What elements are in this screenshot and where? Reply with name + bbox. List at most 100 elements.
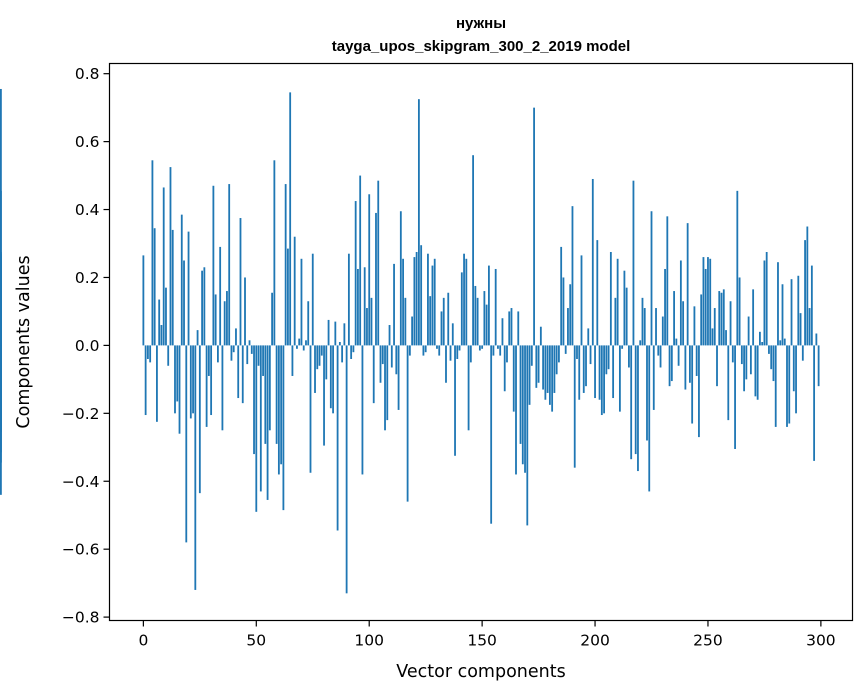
bar-177 bbox=[542, 345, 545, 390]
bar-164 bbox=[512, 345, 515, 412]
bar-128 bbox=[431, 265, 434, 346]
bar-70 bbox=[300, 258, 303, 346]
bar-140 bbox=[458, 345, 461, 351]
bar-253 bbox=[713, 308, 716, 346]
chart-title-line-2: tayga_upos_skipgram_300_2_2019 model bbox=[332, 38, 631, 55]
bar-174 bbox=[535, 345, 538, 388]
bar-80 bbox=[323, 345, 325, 446]
bar-206 bbox=[607, 345, 610, 370]
y-tick-label: 0.4 bbox=[75, 201, 100, 219]
bar-71 bbox=[302, 345, 305, 351]
bar-251 bbox=[709, 258, 712, 346]
bar-8 bbox=[160, 325, 163, 346]
bar-289 bbox=[795, 345, 797, 414]
bar-260 bbox=[729, 301, 732, 346]
bar-38 bbox=[228, 184, 231, 346]
bar-22 bbox=[192, 345, 194, 414]
bar-295 bbox=[808, 308, 811, 346]
bar-161 bbox=[506, 345, 508, 363]
bar-76 bbox=[314, 345, 316, 393]
bar-93 bbox=[352, 345, 355, 353]
bar-36 bbox=[223, 301, 226, 346]
bar-228 bbox=[657, 345, 660, 356]
bar-142 bbox=[463, 253, 465, 346]
bar-189 bbox=[569, 284, 572, 346]
bar-209 bbox=[614, 297, 617, 346]
bar-53 bbox=[262, 345, 264, 376]
bar-293 bbox=[804, 240, 806, 346]
bar-113 bbox=[397, 345, 400, 410]
bar-163 bbox=[510, 308, 513, 346]
bar-242 bbox=[688, 345, 691, 383]
x-axis-ticks: 0 50 100 150 200 250 300 bbox=[138, 620, 836, 650]
bar-210 bbox=[616, 258, 619, 346]
bar-111 bbox=[393, 263, 395, 346]
bar-274 bbox=[761, 342, 764, 346]
bar-7 bbox=[158, 299, 161, 346]
bar-270 bbox=[752, 289, 755, 346]
bar-193 bbox=[578, 345, 581, 400]
bar-114 bbox=[399, 211, 402, 346]
bar-245 bbox=[695, 345, 698, 376]
bar-62 bbox=[282, 345, 285, 511]
bar-255 bbox=[718, 291, 721, 346]
bar-21 bbox=[189, 345, 192, 419]
bar-203 bbox=[600, 345, 603, 416]
bar-148 bbox=[476, 297, 479, 346]
bar-131 bbox=[438, 345, 441, 356]
y-tick-label: 0.6 bbox=[75, 133, 100, 151]
bar-240 bbox=[684, 345, 687, 390]
bar-284 bbox=[783, 338, 786, 346]
bar-296 bbox=[810, 265, 813, 346]
bar-55 bbox=[266, 345, 269, 500]
bar-15 bbox=[176, 345, 179, 402]
bar-84 bbox=[332, 345, 334, 414]
bar-179 bbox=[546, 345, 549, 393]
bar-12 bbox=[169, 167, 172, 346]
bar-47 bbox=[248, 340, 251, 346]
bar-178 bbox=[544, 345, 547, 400]
bar-272 bbox=[756, 345, 759, 400]
bar-74 bbox=[309, 345, 312, 473]
bar-37 bbox=[226, 291, 228, 346]
y-tick-label: −0.4 bbox=[62, 473, 100, 491]
bar-297 bbox=[813, 345, 816, 461]
bar-172 bbox=[530, 345, 533, 366]
bar-136 bbox=[449, 345, 452, 361]
bar-65 bbox=[289, 92, 292, 346]
bar-118 bbox=[408, 345, 411, 356]
bar-147 bbox=[474, 285, 477, 346]
bar-194 bbox=[580, 255, 583, 346]
bar-23 bbox=[194, 345, 197, 590]
bar-19 bbox=[185, 345, 188, 543]
bar-190 bbox=[571, 206, 574, 346]
bar-291 bbox=[799, 313, 802, 346]
bar-153 bbox=[488, 265, 490, 346]
bar-216 bbox=[630, 345, 633, 460]
bar-159 bbox=[501, 318, 504, 346]
bar-186 bbox=[562, 277, 565, 346]
bar-266 bbox=[743, 345, 746, 392]
bar-137 bbox=[451, 323, 454, 346]
bar-69 bbox=[298, 338, 301, 346]
bar-49 bbox=[253, 345, 255, 455]
bar-298 bbox=[815, 333, 818, 346]
bar-1 bbox=[144, 345, 147, 416]
bar-254 bbox=[716, 345, 718, 387]
bar-280 bbox=[774, 345, 777, 427]
bar-25 bbox=[198, 345, 201, 494]
bar-173 bbox=[533, 107, 535, 346]
bar-160 bbox=[503, 345, 506, 392]
bar-184 bbox=[558, 345, 560, 363]
bar-undefined bbox=[0, 345, 2, 463]
x-tick-label: 200 bbox=[580, 632, 610, 650]
bar-281 bbox=[777, 262, 779, 346]
bar-257 bbox=[722, 289, 725, 346]
bar-91 bbox=[347, 253, 350, 346]
bar-68 bbox=[296, 345, 298, 349]
bar-198 bbox=[589, 345, 592, 365]
bar-109 bbox=[388, 325, 391, 346]
bar-9 bbox=[162, 187, 165, 346]
bar-18 bbox=[183, 260, 185, 346]
